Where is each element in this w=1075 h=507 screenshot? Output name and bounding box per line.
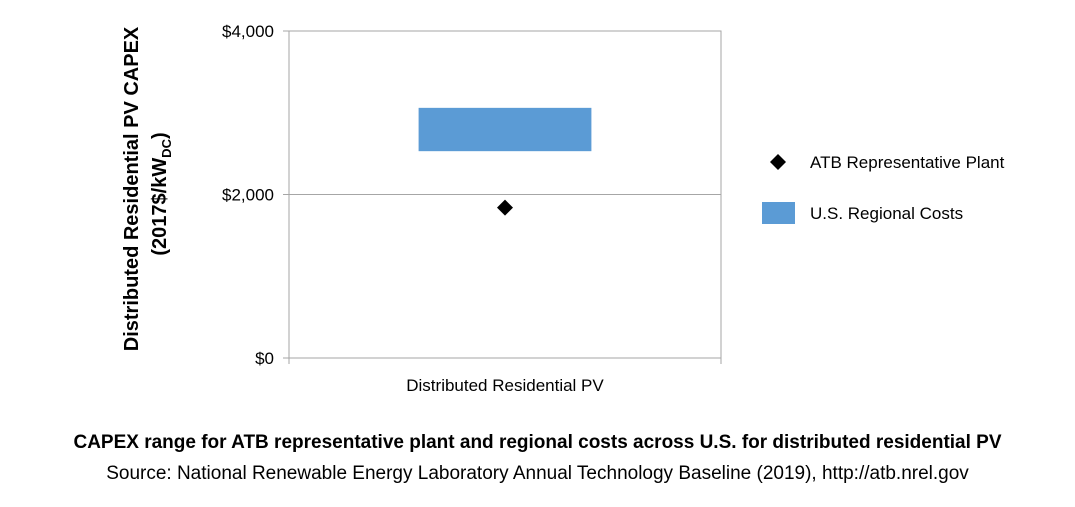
legend-diamond-swatch — [770, 154, 786, 170]
regional-cost-range-bar — [418, 107, 592, 152]
y-tick-label: $4,000 — [222, 22, 274, 41]
legend-bar-swatch — [762, 202, 795, 224]
capex-chart: Distributed Residential PV CAPEX (2017$/… — [121, 22, 1005, 395]
x-category-label: Distributed Residential PV — [406, 376, 604, 395]
legend-label: U.S. Regional Costs — [810, 204, 963, 223]
y-axis-label-line1: Distributed Residential PV CAPEX — [121, 26, 143, 351]
figure-caption-source: Source: National Renewable Energy Labora… — [106, 463, 969, 484]
y-axis-label-line2: (2017$/kWDC) — [149, 132, 174, 255]
atb-representative-plant-marker — [497, 199, 513, 216]
y-tick-label: $2,000 — [222, 186, 274, 205]
figure-caption-title: CAPEX range for ATB representative plant… — [73, 432, 1002, 453]
legend-label: ATB Representative Plant — [810, 153, 1005, 172]
legend: ATB Representative Plant U.S. Regional Co… — [762, 153, 1005, 224]
plot-area: $0 $2,000 $4,000 Distributed Residential PV — [222, 22, 722, 395]
y-tick-label: $0 — [255, 349, 274, 368]
